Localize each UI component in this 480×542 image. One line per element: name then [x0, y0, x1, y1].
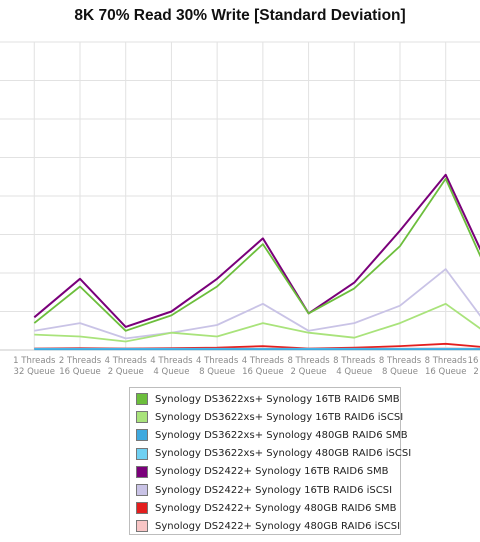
series-line-1 [33, 177, 480, 332]
x-tick-label: 4 Threads [242, 356, 285, 366]
legend-item[interactable]: Synology DS3622xs+ Synology 16TB RAID6 S… [136, 392, 400, 406]
series-line-6 [34, 268, 480, 340]
legend-item[interactable]: Synology DS2422+ Synology 16TB RAID6 SMB [136, 465, 388, 479]
x-tick-label: 4 Queue [153, 367, 189, 377]
series-lines [33, 173, 480, 351]
legend: Synology DS3622xs+ Synology 16TB RAID6 S… [129, 387, 411, 535]
series-line-2 [34, 302, 480, 343]
legend-label: Synology DS2422+ Synology 480GB RAID6 SM… [155, 502, 397, 514]
x-tick-label: 4 Queue [336, 367, 372, 377]
legend-label: Synology DS3622xs+ Synology 480GB RAID6 … [155, 429, 408, 441]
x-tick-label: 4 Threads [105, 356, 148, 366]
legend-swatch [136, 520, 148, 533]
legend-label: Synology DS3622xs+ Synology 16TB RAID6 S… [155, 393, 400, 405]
chart-title: 8K 70% Read 30% Write [Standard Deviatio… [74, 7, 406, 24]
legend-item[interactable]: Synology DS3622xs+ Synology 480GB RAID6 … [136, 447, 411, 461]
x-tick-label: 8 Threads [379, 356, 422, 366]
legend-swatch [136, 411, 148, 424]
x-tick-label: 1 Threads [13, 356, 56, 366]
legend-item[interactable]: Synology DS3622xs+ Synology 16TB RAID6 i… [136, 410, 403, 424]
x-tick-label: 8 Queue [199, 367, 235, 377]
series-line-5 [33, 173, 480, 328]
x-tick-label: 2 Threads [59, 356, 102, 366]
x-tick-label: 16 Threads [468, 356, 480, 366]
legend-label: Synology DS3622xs+ Synology 16TB RAID6 i… [155, 411, 404, 423]
x-tick-label: 8 Threads [425, 356, 468, 366]
legend-label: Synology DS2422+ Synology 16TB RAID6 iSC… [155, 484, 393, 496]
x-tick-label: 2 Queue [108, 367, 144, 377]
x-tick-label: 32 Queue [14, 367, 55, 377]
legend-swatch [136, 429, 148, 442]
x-tick-label: 2 Queue [291, 367, 327, 377]
legend-label: Synology DS2422+ Synology 16TB RAID6 SMB [155, 466, 389, 478]
legend-swatch [136, 465, 148, 478]
legend-swatch [136, 393, 148, 405]
x-tick-label: 16 Queue [242, 367, 283, 377]
grid [0, 41, 480, 351]
x-tick-label: 2 Queue [473, 367, 480, 377]
legend-swatch [136, 447, 148, 460]
legend-item[interactable]: Synology DS2422+ Synology 16TB RAID6 iSC… [136, 483, 392, 497]
x-tick-label: 8 Threads [287, 356, 330, 366]
x-tick-label: 8 Queue [382, 367, 418, 377]
x-tick-label: 16 Queue [59, 367, 100, 377]
legend-item[interactable]: Synology DS2422+ Synology 480GB RAID6 SM… [136, 501, 396, 515]
legend-item[interactable]: Synology DS2422+ Synology 480GB RAID6 iS… [136, 519, 400, 533]
legend-swatch [136, 484, 148, 496]
legend-swatch [136, 502, 148, 515]
x-tick-label: 16 Queue [425, 367, 466, 377]
x-tick-label: 4 Threads [196, 356, 239, 366]
x-tick-label: 4 Threads [150, 356, 193, 366]
x-tick-label: 8 Threads [333, 356, 376, 366]
legend-item[interactable]: Synology DS3622xs+ Synology 480GB RAID6 … [136, 428, 408, 442]
legend-label: Synology DS2422+ Synology 480GB RAID6 iS… [155, 520, 401, 532]
legend-label: Synology DS3622xs+ Synology 480GB RAID6 … [155, 448, 412, 460]
